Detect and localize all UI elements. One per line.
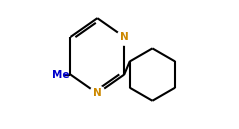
Text: N: N [93,88,102,98]
Text: Me: Me [52,70,70,80]
Text: N: N [120,32,129,42]
